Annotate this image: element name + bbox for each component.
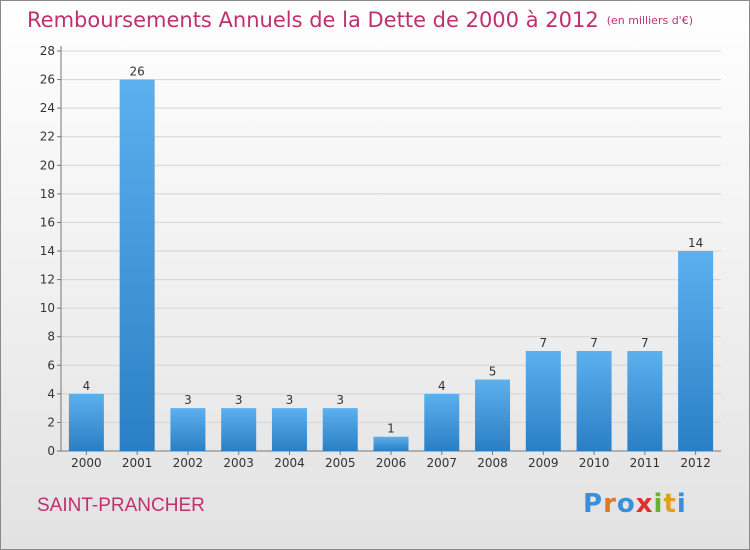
bar xyxy=(424,393,460,451)
y-tick-label: 22 xyxy=(40,130,55,144)
data-label: 1 xyxy=(387,422,395,436)
y-tick-label: 16 xyxy=(40,215,55,229)
x-tick-label: 2001 xyxy=(122,456,153,470)
y-tick-label: 8 xyxy=(47,330,55,344)
data-label: 3 xyxy=(184,393,192,407)
x-tick-label: 2002 xyxy=(173,456,204,470)
y-tick-label: 10 xyxy=(40,301,55,315)
data-label: 3 xyxy=(336,393,344,407)
proxiti-logo: Proxiti xyxy=(583,489,687,519)
data-label: 4 xyxy=(438,379,446,393)
data-label: 7 xyxy=(590,336,598,350)
bar xyxy=(119,79,155,452)
x-tick-label: 2006 xyxy=(376,456,407,470)
data-label: 5 xyxy=(489,365,497,379)
bar xyxy=(221,408,257,451)
y-tick-label: 24 xyxy=(40,101,55,115)
y-tick-label: 18 xyxy=(40,187,55,201)
bar xyxy=(68,393,104,451)
y-tick-label: 26 xyxy=(40,73,55,87)
bar xyxy=(475,379,511,451)
logo-letter: t xyxy=(663,489,677,519)
bar xyxy=(322,408,358,451)
commune-name: SAINT-PRANCHER xyxy=(37,495,205,516)
data-label: 26 xyxy=(130,65,145,79)
logo-letter: i xyxy=(653,489,664,519)
data-label: 3 xyxy=(235,393,243,407)
y-tick-label: 6 xyxy=(47,358,55,372)
x-tick-label: 2003 xyxy=(223,456,254,470)
bar xyxy=(271,408,307,451)
y-tick-label: 20 xyxy=(40,158,55,172)
data-label: 3 xyxy=(286,393,294,407)
y-tick-label: 12 xyxy=(40,273,55,287)
logo-letter: o xyxy=(616,489,636,519)
bar xyxy=(678,251,714,451)
y-tick-label: 14 xyxy=(40,244,55,258)
x-tick-label: 2011 xyxy=(630,456,661,470)
y-tick-label: 4 xyxy=(47,387,55,401)
bar xyxy=(525,351,561,451)
x-tick-label: 2008 xyxy=(477,456,508,470)
x-tick-label: 2012 xyxy=(680,456,711,470)
chart-unit: (en milliers d'€) xyxy=(606,14,693,27)
y-tick-label: 2 xyxy=(47,415,55,429)
logo-letter: r xyxy=(603,489,617,519)
x-tick-label: 2005 xyxy=(325,456,356,470)
chart-title-text: Remboursements Annuels de la Dette de 20… xyxy=(27,8,599,32)
bar xyxy=(576,351,612,451)
bar xyxy=(373,436,409,451)
x-tick-label: 2004 xyxy=(274,456,305,470)
bar xyxy=(170,408,206,451)
data-label: 14 xyxy=(688,236,703,250)
logo-letter: P xyxy=(583,489,604,519)
x-tick-label: 2010 xyxy=(579,456,610,470)
x-tick-label: 2009 xyxy=(528,456,559,470)
x-tick-label: 2007 xyxy=(426,456,457,470)
chart-title: Remboursements Annuels de la Dette de 20… xyxy=(27,8,693,32)
bar xyxy=(627,351,663,451)
data-label: 4 xyxy=(83,379,91,393)
logo-letter: i xyxy=(676,489,687,519)
x-tick-label: 2000 xyxy=(71,456,102,470)
y-tick-label: 28 xyxy=(40,44,55,58)
y-tick-label: 0 xyxy=(47,444,55,458)
logo-letter: x xyxy=(635,489,654,519)
data-label: 7 xyxy=(539,336,547,350)
data-label: 7 xyxy=(641,336,649,350)
